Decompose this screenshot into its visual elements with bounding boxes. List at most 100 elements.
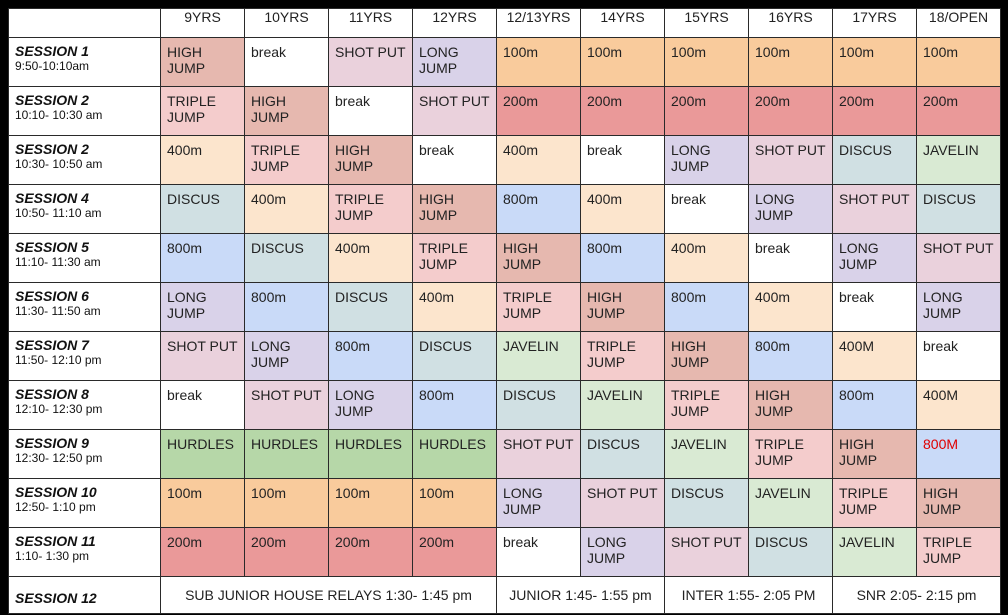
event-label: 800m xyxy=(755,338,791,354)
event-cell: HURDLES xyxy=(244,429,329,479)
event-label: DISCUS xyxy=(587,436,640,452)
age-group-header: 14YRS xyxy=(580,8,665,38)
event-cell: DISCUS xyxy=(328,282,413,332)
session-name: SESSION 1 xyxy=(15,43,89,59)
event-cell: 100m xyxy=(328,478,413,528)
session-time: 11:30- 11:50 am xyxy=(15,304,101,318)
event-label: 200m xyxy=(419,534,455,550)
relay-cell: SUB JUNIOR HOUSE RELAYS 1:30- 1:45 pm xyxy=(160,576,497,614)
session-row: SESSION 6 11:30- 11:50 am LONG JUMP 800m DIS… xyxy=(8,282,1001,332)
relay-cell: JUNIOR 1:45- 1:55 pm xyxy=(496,576,665,614)
event-label: SHOT PUT xyxy=(503,436,574,452)
event-label: TRIPLE JUMP xyxy=(755,436,805,468)
event-cell: 800m xyxy=(664,282,749,332)
session-row: SESSION 8 12:10- 12:30 pm break SHOT PUT LON… xyxy=(8,380,1001,430)
event-cell: 800m xyxy=(496,184,581,234)
session-time: 11:50- 12:10 pm xyxy=(15,353,102,367)
event-cell: HIGH JUMP xyxy=(328,135,413,185)
event-label: LONG JUMP xyxy=(755,191,795,223)
event-label: JAVELIN xyxy=(503,338,559,354)
session-name: SESSION 5 xyxy=(15,239,89,255)
event-label: SHOT PUT xyxy=(167,338,238,354)
event-cell: TRIPLE JUMP xyxy=(664,380,749,430)
session-label-cell: SESSION 2 10:10- 10:30 am xyxy=(8,86,161,136)
event-cell: TRIPLE JUMP xyxy=(496,282,581,332)
session-time: 11:10- 11:30 am xyxy=(15,255,101,269)
event-label: DISCUS xyxy=(335,289,388,305)
session-label-cell: SESSION 10 12:50- 1:10 pm xyxy=(8,478,161,528)
event-cell: 400m xyxy=(580,184,665,234)
event-label: LONG JUMP xyxy=(335,387,375,419)
session-name: SESSION 2 xyxy=(15,92,89,108)
event-cell: HURDLES xyxy=(160,429,245,479)
event-label: 100m xyxy=(167,485,203,501)
event-cell: JAVELIN xyxy=(832,527,917,577)
event-cell: HIGH JUMP xyxy=(580,282,665,332)
event-label: JAVELIN xyxy=(755,485,811,501)
relay-session-row: SESSION 12 SUB JUNIOR HOUSE RELAYS 1:30- … xyxy=(8,576,1001,614)
event-cell: break xyxy=(160,380,245,430)
event-cell: DISCUS xyxy=(832,135,917,185)
session-time: 1:10- 1:30 pm xyxy=(15,549,90,563)
event-label: 200m xyxy=(839,93,875,109)
event-label: DISCUS xyxy=(671,485,724,501)
event-cell: 200m xyxy=(160,527,245,577)
event-label: JAVELIN xyxy=(587,387,643,403)
session-row: SESSION 2 10:30- 10:50 am 400m TRIPLE JUMP H… xyxy=(8,135,1001,185)
event-cell: HIGH JUMP xyxy=(496,233,581,283)
event-cell: 200m xyxy=(496,86,581,136)
session-label-cell: SESSION 1 9:50-10:10am xyxy=(8,37,161,87)
session-name: SESSION 10 xyxy=(15,484,97,500)
event-cell: LONG JUMP xyxy=(832,233,917,283)
event-cell: JAVELIN xyxy=(496,331,581,381)
event-cell: HIGH JUMP xyxy=(664,331,749,381)
event-cell: TRIPLE JUMP xyxy=(580,331,665,381)
event-cell: SHOT PUT xyxy=(412,86,497,136)
session-row: SESSION 9 12:30- 12:50 pm HURDLES HURDLES HU… xyxy=(8,429,1001,479)
session-name: SESSION 6 xyxy=(15,288,89,304)
event-label: TRIPLE JUMP xyxy=(251,142,301,174)
event-cell: 400m xyxy=(748,282,833,332)
event-cell: 800m xyxy=(412,380,497,430)
event-label: JAVELIN xyxy=(839,534,895,550)
event-label: break xyxy=(335,93,371,109)
age-group-header: 10YRS xyxy=(244,8,329,38)
age-group-header: 15YRS xyxy=(664,8,749,38)
event-label: 400m xyxy=(587,191,623,207)
session-name: SESSION 12 xyxy=(15,589,97,606)
session-row: SESSION 1 9:50-10:10am HIGH JUMP break SHOT … xyxy=(8,37,1001,87)
event-label: 200m xyxy=(167,534,203,550)
event-cell: SHOT PUT xyxy=(580,478,665,528)
event-label: HIGH JUMP xyxy=(503,240,542,272)
event-cell: SHOT PUT xyxy=(916,233,1001,283)
event-label: SHOT PUT xyxy=(671,534,742,550)
event-label: 800M xyxy=(923,436,959,452)
age-group-header: 9YRS xyxy=(160,8,245,38)
session-label-cell: SESSION 4 10:50- 11:10 am xyxy=(8,184,161,234)
event-cell: 400M xyxy=(916,380,1001,430)
event-label: 200m xyxy=(923,93,959,109)
event-label: break xyxy=(503,534,539,550)
event-label: break xyxy=(923,338,959,354)
event-cell: break xyxy=(916,331,1001,381)
event-label: 800m xyxy=(671,289,707,305)
event-label: HIGH JUMP xyxy=(839,436,878,468)
event-cell: 100m xyxy=(412,478,497,528)
event-cell: HIGH JUMP xyxy=(160,37,245,87)
event-cell: 400m xyxy=(412,282,497,332)
session-time: 10:50- 11:10 am xyxy=(15,206,102,220)
event-cell: HURDLES xyxy=(328,429,413,479)
event-cell: break xyxy=(496,527,581,577)
event-label: HIGH JUMP xyxy=(587,289,626,321)
schedule-body: 9YRS 10YRS 11YRS 12YRS 12/13YRS 14YRS 15YRS 16Y… xyxy=(8,8,1001,614)
event-cell: break xyxy=(328,86,413,136)
event-label: 100m xyxy=(503,44,539,60)
event-cell: SHOT PUT xyxy=(748,135,833,185)
event-cell: 800m xyxy=(160,233,245,283)
event-cell: DISCUS xyxy=(664,478,749,528)
event-cell: 100m xyxy=(832,37,917,87)
event-label: 400m xyxy=(419,289,455,305)
event-cell: 800m xyxy=(748,331,833,381)
schedule-frame: 9YRS 10YRS 11YRS 12YRS 12/13YRS 14YRS 15YRS 16Y… xyxy=(8,8,1001,614)
session-label-cell: SESSION 5 11:10- 11:30 am xyxy=(8,233,161,283)
